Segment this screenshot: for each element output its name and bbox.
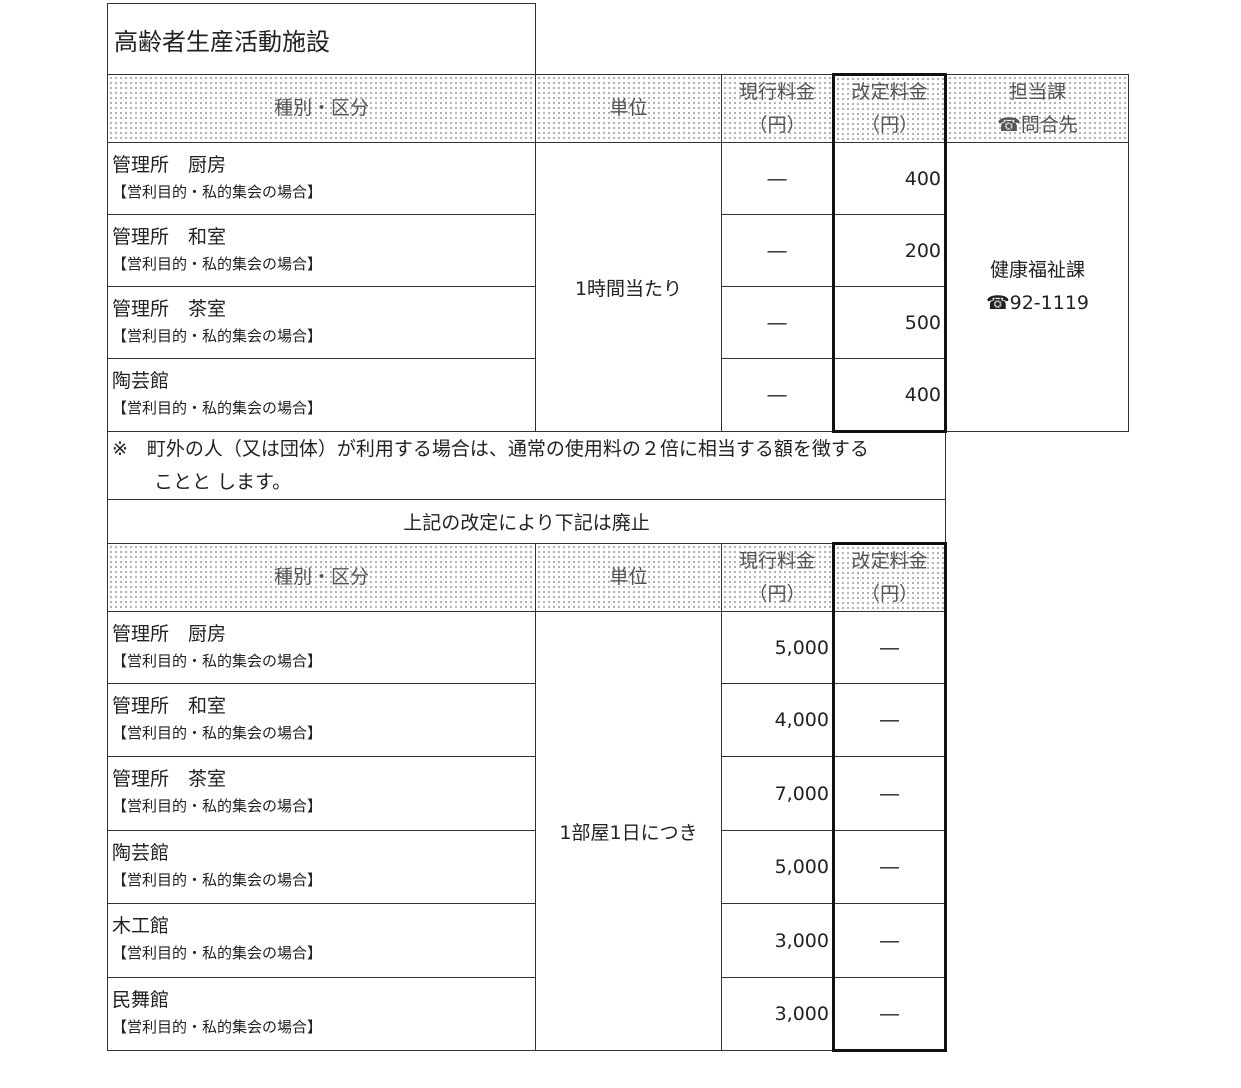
revised-fee: ― <box>832 756 947 831</box>
current-fee: ― <box>721 286 834 359</box>
facility-name: 陶芸館 【営利目的・私的集会の場合】 <box>107 358 536 432</box>
facility-name: 民舞館 【営利目的・私的集会の場合】 <box>107 977 536 1051</box>
revised-fee: ― <box>832 683 947 757</box>
revised-fee: 400 <box>832 142 947 215</box>
table-row: 陶芸館 【営利目的・私的集会の場合】 ― 400 <box>107 358 1129 433</box>
fee-table: 高齢者生産活動施設 種別・区分 単位 現行料金 （円） 改定料金 （円） 担当課 ☎問… <box>107 3 1129 1052</box>
header-unit: 単位 <box>535 543 722 612</box>
header-category: 種別・区分 <box>107 74 536 143</box>
current-fee: ― <box>721 142 834 215</box>
header-revised: 改定料金 （円） <box>832 73 947 143</box>
unit-cell: 1時間当たり <box>535 142 722 432</box>
facility-name: 陶芸館 【営利目的・私的集会の場合】 <box>107 830 536 904</box>
table-row: 管理所 和室 【営利目的・私的集会の場合】 ― 200 <box>107 214 1129 287</box>
current-fee: 5,000 <box>721 830 834 904</box>
revised-fee: ― <box>832 903 947 978</box>
revised-fee: ― <box>832 977 947 1052</box>
current-fee: ― <box>721 358 834 432</box>
table-title: 高齢者生産活動施設 <box>107 3 536 75</box>
table-row: 管理所 茶室 【営利目的・私的集会の場合】 ― 500 <box>107 286 1129 359</box>
revised-fee: 400 <box>832 358 947 433</box>
header-revised: 改定料金 （円） <box>832 542 947 612</box>
current-fee: 3,000 <box>721 977 834 1051</box>
current-fee: 5,000 <box>721 611 834 684</box>
revised-fee: ― <box>832 611 947 684</box>
header-row: 種別・区分 単位 現行料金 （円） 改定料金 （円） 担当課 ☎問合先 <box>107 73 1129 143</box>
table-row: 民舞館 【営利目的・私的集会の場合】 3,000 ― <box>107 977 1129 1052</box>
facility-name: 木工館 【営利目的・私的集会の場合】 <box>107 903 536 978</box>
facility-name: 管理所 茶室 【営利目的・私的集会の場合】 <box>107 756 536 831</box>
revised-fee: 200 <box>832 214 947 287</box>
table-row: 管理所 厨房 【営利目的・私的集会の場合】 1時間当たり ― 400 健康福祉課 ☎92-1… <box>107 142 1129 432</box>
dept-cell: 健康福祉課 ☎92-1119 <box>945 142 1129 432</box>
revised-fee: 500 <box>832 286 947 359</box>
header-current: 現行料金 （円） <box>721 74 834 143</box>
facility-name: 管理所 和室 【営利目的・私的集会の場合】 <box>107 214 536 287</box>
table-row: 陶芸館 【営利目的・私的集会の場合】 5,000 ― <box>107 830 1129 904</box>
current-fee: 4,000 <box>721 683 834 757</box>
revised-fee: ― <box>832 830 947 904</box>
header-current: 現行料金 （円） <box>721 543 834 612</box>
header-unit: 単位 <box>535 74 722 143</box>
current-fee: 7,000 <box>721 756 834 831</box>
facility-name: 管理所 和室 【営利目的・私的集会の場合】 <box>107 683 536 757</box>
facility-name: 管理所 茶室 【営利目的・私的集会の場合】 <box>107 286 536 359</box>
note: ※ 町外の人（又は団体）が利用する場合は、通常の使用料の２倍に相当する額を徴する… <box>107 431 946 500</box>
header-row-2: 種別・区分 単位 現行料金 （円） 改定料金 （円） <box>107 542 1129 612</box>
table-row: 管理所 和室 【営利目的・私的集会の場合】 4,000 ― <box>107 683 1129 757</box>
header-category: 種別・区分 <box>107 543 536 612</box>
table-row: 木工館 【営利目的・私的集会の場合】 3,000 ― <box>107 903 1129 978</box>
header-dept: 担当課 ☎問合先 <box>945 74 1129 143</box>
table-row: 管理所 厨房 【営利目的・私的集会の場合】 1部屋1日につき 5,000 ― <box>107 611 1129 1051</box>
current-fee: 3,000 <box>721 903 834 978</box>
current-fee: ― <box>721 214 834 287</box>
unit-cell: 1部屋1日につき <box>535 611 722 1051</box>
abolition-note: 上記の改定により下記は廃止 <box>107 499 946 544</box>
facility-name: 管理所 厨房 【営利目的・私的集会の場合】 <box>107 611 536 684</box>
table-row: 管理所 茶室 【営利目的・私的集会の場合】 7,000 ― <box>107 756 1129 831</box>
facility-name: 管理所 厨房 【営利目的・私的集会の場合】 <box>107 142 536 215</box>
